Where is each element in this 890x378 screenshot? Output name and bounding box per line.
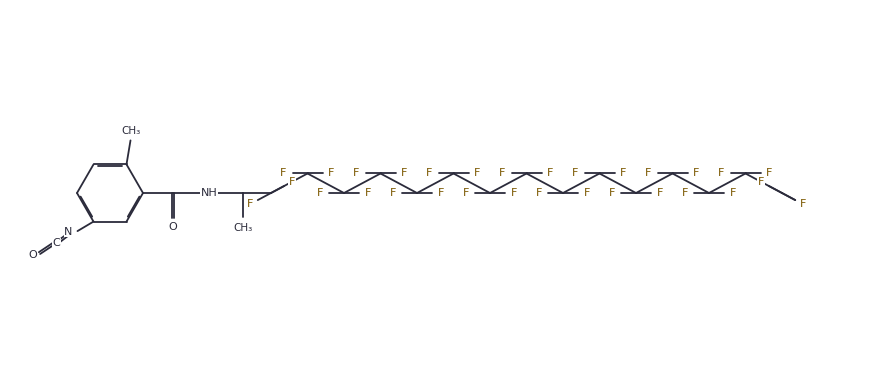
Text: F: F — [800, 199, 806, 209]
Text: F: F — [572, 169, 578, 178]
Text: F: F — [645, 169, 651, 178]
Text: F: F — [390, 188, 396, 198]
Text: F: F — [289, 177, 295, 187]
Text: O: O — [168, 222, 177, 232]
Text: F: F — [766, 169, 773, 178]
Text: N: N — [64, 226, 72, 237]
Text: F: F — [401, 169, 408, 178]
Text: F: F — [536, 188, 542, 198]
Text: F: F — [584, 188, 590, 198]
Text: F: F — [682, 188, 688, 198]
Text: F: F — [328, 169, 335, 178]
Text: F: F — [365, 188, 371, 198]
Text: F: F — [609, 188, 615, 198]
Text: F: F — [800, 199, 806, 209]
Text: F: F — [474, 169, 481, 178]
Text: O: O — [28, 249, 37, 260]
Text: F: F — [247, 199, 253, 209]
Text: F: F — [499, 169, 506, 178]
Text: F: F — [547, 169, 554, 178]
Text: F: F — [718, 169, 724, 178]
Text: CH₃: CH₃ — [121, 126, 140, 136]
Text: F: F — [317, 188, 323, 198]
Text: F: F — [438, 188, 444, 198]
Text: F: F — [280, 169, 287, 178]
Text: F: F — [426, 169, 433, 178]
Text: F: F — [730, 188, 736, 198]
Text: F: F — [657, 188, 663, 198]
Text: C: C — [53, 238, 61, 248]
Text: F: F — [511, 188, 517, 198]
Text: F: F — [620, 169, 627, 178]
Text: F: F — [463, 188, 469, 198]
Text: NH: NH — [200, 188, 217, 198]
Text: F: F — [353, 169, 360, 178]
Text: F: F — [757, 177, 764, 187]
Text: F: F — [693, 169, 700, 178]
Text: CH₃: CH₃ — [233, 223, 253, 233]
